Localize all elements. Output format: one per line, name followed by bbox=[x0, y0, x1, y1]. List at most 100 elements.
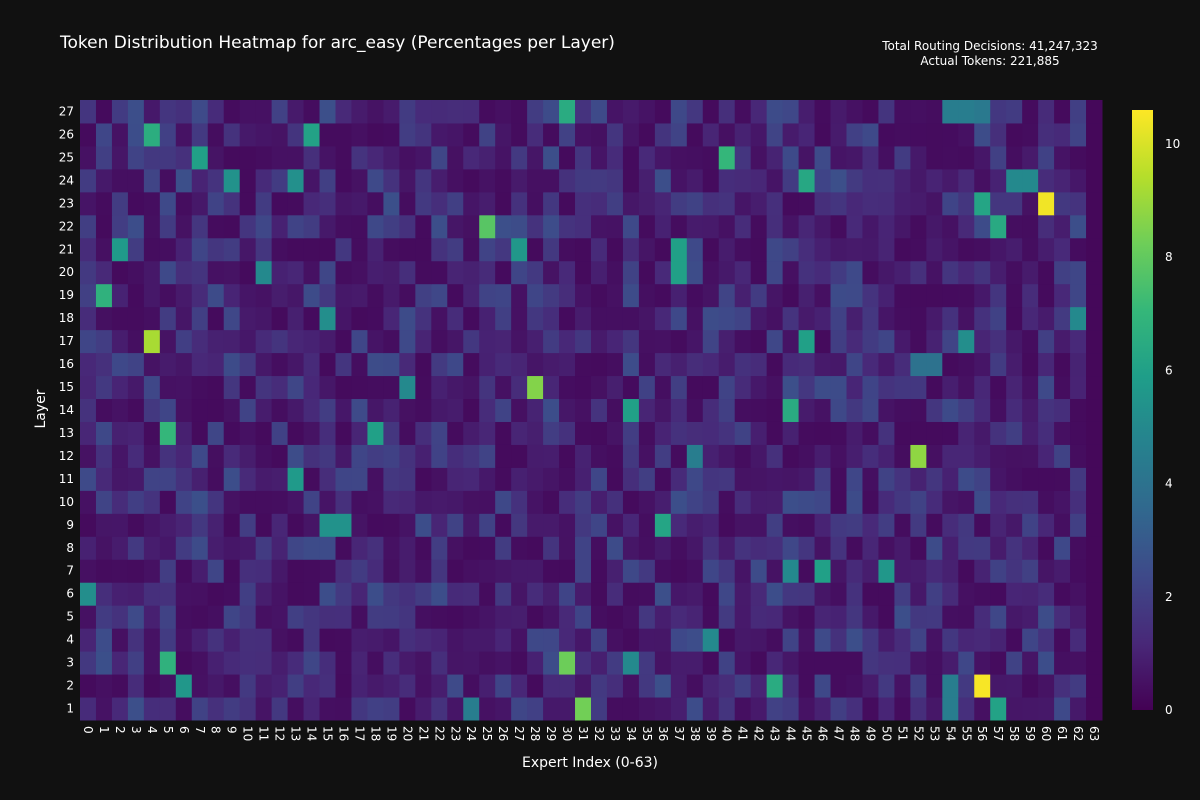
heatmap-cell bbox=[527, 237, 544, 262]
heatmap-cell bbox=[255, 582, 273, 606]
heatmap-cell bbox=[95, 306, 113, 331]
y-tick-label: 10 bbox=[59, 495, 74, 509]
total-routing-decisions: Total Routing Decisions: 41,247,323 bbox=[882, 39, 1098, 53]
heatmap-cell bbox=[958, 283, 975, 308]
heatmap-cell bbox=[910, 513, 927, 537]
heatmap-cell bbox=[926, 674, 943, 698]
heatmap-cell bbox=[95, 605, 113, 629]
heatmap-cell bbox=[575, 100, 592, 124]
heatmap-cell bbox=[734, 674, 752, 698]
heatmap-cell bbox=[782, 628, 800, 652]
heatmap-cell bbox=[990, 283, 1007, 308]
heatmap-cell bbox=[575, 214, 592, 239]
heatmap-cell bbox=[543, 237, 560, 262]
heatmap-cell bbox=[734, 559, 752, 583]
heatmap-cell bbox=[591, 283, 608, 308]
heatmap-cell bbox=[862, 375, 879, 400]
heatmap-cell bbox=[782, 283, 800, 308]
heatmap-cell bbox=[335, 605, 352, 629]
heatmap-cell bbox=[1070, 421, 1087, 445]
heatmap-cell bbox=[654, 605, 672, 629]
heatmap-cell bbox=[606, 352, 624, 377]
heatmap-cell bbox=[798, 628, 816, 652]
heatmap-cell bbox=[303, 513, 321, 537]
heatmap-cell bbox=[319, 283, 336, 308]
heatmap-cell bbox=[207, 145, 225, 170]
heatmap-cell bbox=[223, 628, 241, 652]
heatmap-cell bbox=[718, 559, 736, 583]
heatmap-cell bbox=[527, 398, 544, 422]
heatmap-cell bbox=[638, 467, 656, 491]
heatmap-cell bbox=[207, 674, 225, 698]
heatmap-cell bbox=[479, 122, 496, 147]
heatmap-cell bbox=[95, 697, 113, 721]
heatmap-cell bbox=[894, 467, 911, 491]
heatmap-cell bbox=[814, 260, 832, 285]
heatmap-cell bbox=[495, 697, 512, 721]
heatmap-cell bbox=[463, 490, 480, 514]
heatmap-cell bbox=[702, 145, 720, 170]
heatmap-cell bbox=[511, 444, 528, 468]
heatmap-cell bbox=[942, 306, 959, 331]
y-tick-label: 19 bbox=[59, 288, 74, 302]
heatmap-cell bbox=[271, 490, 289, 514]
heatmap-cell bbox=[143, 697, 161, 721]
heatmap-cell bbox=[718, 100, 736, 124]
heatmap-cell bbox=[734, 605, 752, 629]
heatmap-cell bbox=[191, 398, 209, 422]
heatmap-cell bbox=[543, 536, 560, 560]
heatmap-cell bbox=[686, 697, 704, 721]
heatmap-cell bbox=[351, 283, 368, 308]
heatmap-cell bbox=[670, 306, 688, 331]
heatmap-cell bbox=[1086, 651, 1103, 675]
heatmap-cell bbox=[622, 444, 640, 468]
heatmap-cell bbox=[1022, 467, 1039, 491]
heatmap-cell bbox=[479, 375, 496, 400]
heatmap-cell bbox=[351, 100, 368, 124]
heatmap-cell bbox=[239, 398, 257, 422]
heatmap-cell bbox=[894, 283, 911, 308]
heatmap-cell bbox=[846, 260, 863, 285]
heatmap-cell bbox=[830, 582, 847, 606]
heatmap-cell bbox=[431, 375, 448, 400]
heatmap-cell bbox=[990, 559, 1007, 583]
heatmap-cell bbox=[175, 582, 193, 606]
heatmap-cell bbox=[127, 375, 145, 400]
heatmap-cell bbox=[335, 214, 352, 239]
heatmap-cell bbox=[575, 582, 592, 606]
heatmap-cell bbox=[303, 100, 321, 124]
heatmap-cell bbox=[367, 536, 384, 560]
heatmap-cell bbox=[479, 513, 496, 537]
heatmap-cell bbox=[606, 697, 624, 721]
heatmap-cell bbox=[846, 513, 863, 537]
heatmap-cell bbox=[718, 513, 736, 537]
heatmap-cell bbox=[399, 191, 416, 216]
heatmap-cell bbox=[527, 467, 544, 491]
heatmap-cell bbox=[335, 168, 352, 193]
heatmap-cell bbox=[718, 214, 736, 239]
heatmap-cell bbox=[175, 421, 193, 445]
heatmap-cell bbox=[1022, 283, 1039, 308]
heatmap-cell bbox=[1054, 168, 1071, 193]
heatmap-cell bbox=[479, 628, 496, 652]
heatmap-cell bbox=[143, 168, 161, 193]
heatmap-cell bbox=[351, 191, 368, 216]
heatmap-cell bbox=[926, 237, 943, 262]
heatmap-cell bbox=[559, 674, 576, 698]
heatmap-cell bbox=[399, 168, 416, 193]
heatmap-cell bbox=[559, 237, 576, 262]
heatmap-cell bbox=[399, 490, 416, 514]
heatmap-cell bbox=[926, 513, 943, 537]
heatmap-cell bbox=[846, 306, 863, 331]
heatmap-cell bbox=[670, 421, 688, 445]
heatmap-cell bbox=[591, 421, 608, 445]
heatmap-cell bbox=[814, 559, 832, 583]
heatmap-cell bbox=[990, 260, 1007, 285]
heatmap-cell bbox=[223, 375, 241, 400]
heatmap-cell bbox=[80, 582, 97, 606]
heatmap-cell bbox=[383, 605, 400, 629]
heatmap-cell bbox=[351, 352, 368, 377]
heatmap-cell bbox=[654, 122, 672, 147]
heatmap-cell bbox=[415, 559, 432, 583]
heatmap-cell bbox=[447, 674, 464, 698]
